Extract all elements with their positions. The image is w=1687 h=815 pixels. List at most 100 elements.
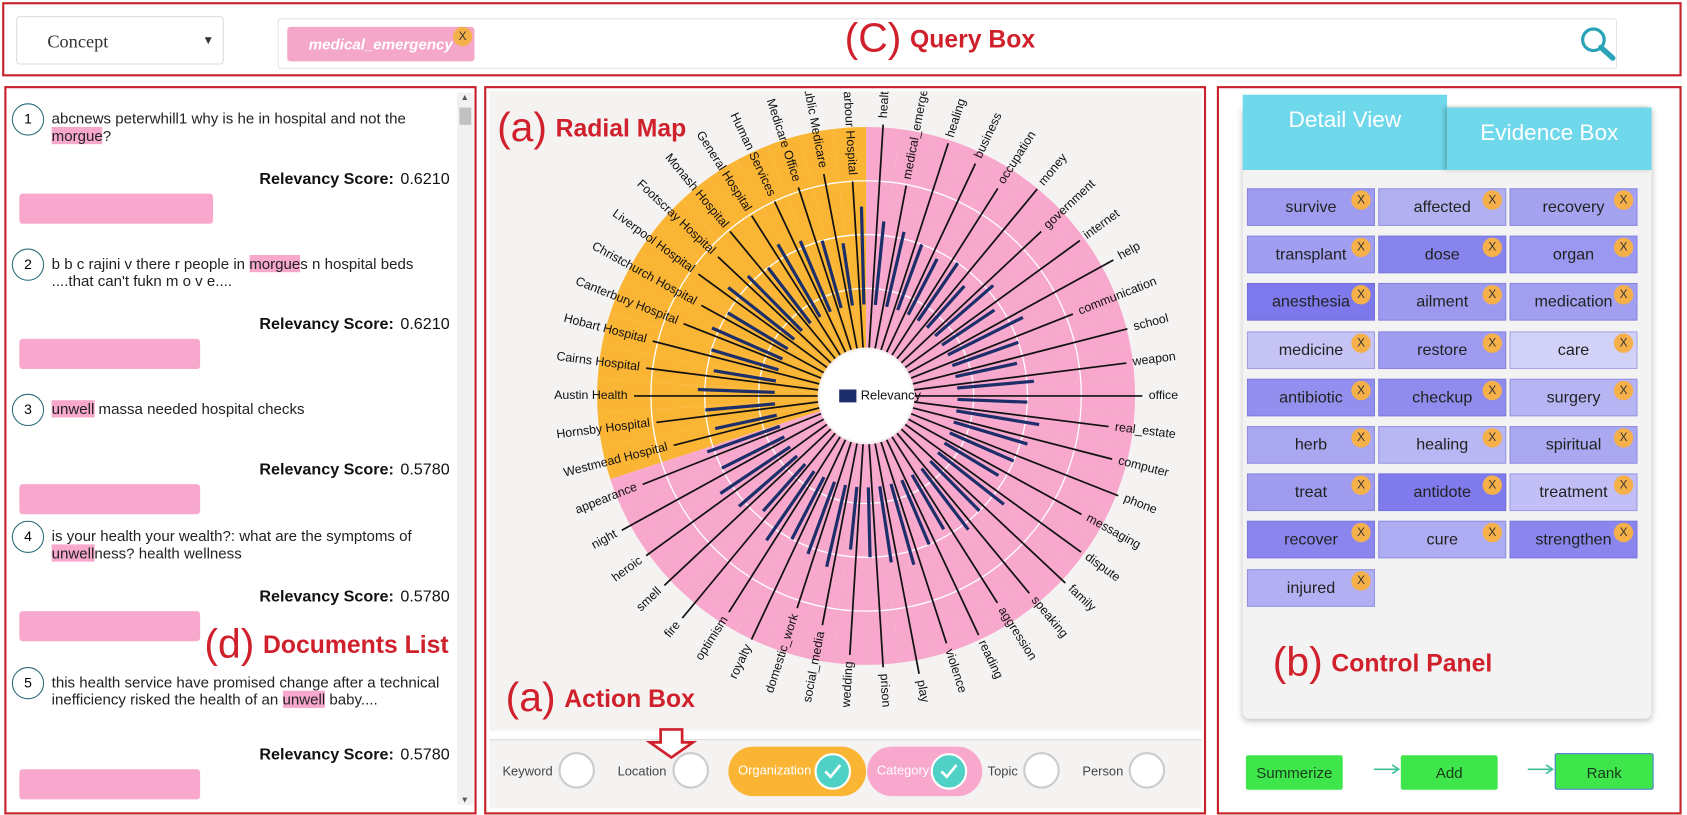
button[interactable]: Summerize xyxy=(1245,755,1343,790)
tag-close[interactable]: X xyxy=(1613,380,1634,401)
annotation-title: Documents List xyxy=(263,630,449,659)
doc-bar[interactable] xyxy=(19,769,201,800)
tag-close[interactable]: X xyxy=(1613,523,1634,543)
toggle-circle[interactable] xyxy=(672,752,710,789)
tag-close[interactable]: X xyxy=(1613,190,1634,210)
tag[interactable]: transplant X xyxy=(1246,235,1376,274)
tag-close[interactable]: X xyxy=(1482,380,1502,401)
tag-close[interactable]: X xyxy=(1351,523,1371,543)
doc-bar[interactable] xyxy=(19,338,201,370)
tag-close[interactable]: X xyxy=(1613,285,1634,305)
tag[interactable]: herb X xyxy=(1246,426,1376,464)
tag-close[interactable]: X xyxy=(1482,237,1502,258)
concept-dropdown[interactable]: Concept ▼ xyxy=(16,16,224,65)
tag-close[interactable]: X xyxy=(1351,475,1371,496)
relevancy-bar xyxy=(957,397,1028,404)
tag[interactable]: dose X xyxy=(1378,235,1507,274)
tag-close[interactable]: X xyxy=(1482,523,1502,543)
tab-evidence-box[interactable]: Evidence Box xyxy=(1447,107,1652,170)
tag[interactable]: treatment X xyxy=(1509,473,1638,512)
doc-text-after: ? xyxy=(102,126,112,145)
button[interactable]: Rank xyxy=(1554,753,1654,790)
scrollbar[interactable]: ▲ ▼ xyxy=(457,92,474,805)
button[interactable]: Add xyxy=(1400,755,1498,790)
sector xyxy=(622,251,826,376)
doc-bar[interactable] xyxy=(19,193,214,224)
search-icon[interactable] xyxy=(1579,26,1618,63)
doc-bar[interactable] xyxy=(19,611,201,642)
relevancy-bar xyxy=(705,402,776,412)
tag-close[interactable]: X xyxy=(1351,380,1371,401)
tag-close[interactable]: X xyxy=(1613,428,1634,448)
annotation-letter: (d) xyxy=(204,621,255,668)
tag-close[interactable]: X xyxy=(1351,237,1371,258)
tag-close[interactable]: X xyxy=(1482,475,1502,496)
tag[interactable]: treat X xyxy=(1246,473,1376,512)
relevancy-bar xyxy=(859,206,866,305)
tag[interactable]: strengthen X xyxy=(1509,521,1638,559)
doc-text: unwell massa needed hospital checks xyxy=(51,400,450,417)
sector xyxy=(909,410,1122,511)
doc-bar[interactable] xyxy=(19,484,201,515)
tag[interactable]: recovery X xyxy=(1509,188,1638,226)
tag[interactable]: injured X xyxy=(1246,568,1376,607)
tag[interactable]: ailment X xyxy=(1378,283,1507,322)
tag-close[interactable]: X xyxy=(1351,285,1371,305)
spoke-label: computer xyxy=(1117,453,1170,479)
tag[interactable]: survive X xyxy=(1246,188,1376,226)
spoke-label: night xyxy=(589,526,620,551)
toggle-pill[interactable]: Category xyxy=(867,746,983,797)
tag-close[interactable]: X xyxy=(1351,190,1371,210)
tag-close[interactable]: X xyxy=(1482,428,1502,448)
tag[interactable]: affected X xyxy=(1378,188,1507,226)
tag[interactable]: restore X xyxy=(1378,330,1507,369)
tag-close[interactable]: X xyxy=(1351,333,1371,353)
tag-close[interactable]: X xyxy=(1613,475,1634,496)
spoke xyxy=(900,230,1042,364)
tag-close[interactable]: X xyxy=(1482,190,1502,210)
query-tag[interactable]: medical_emergency X xyxy=(287,26,475,62)
tag[interactable]: cure X xyxy=(1378,521,1507,559)
tag-close[interactable]: X xyxy=(1613,237,1634,258)
toggle-pill[interactable]: Organization xyxy=(728,746,867,797)
relevancy-bar xyxy=(878,486,893,563)
search-bar[interactable] xyxy=(277,18,1618,69)
tag-close[interactable]: X xyxy=(1482,333,1502,353)
doc-text: abcnews peterwhill1 why is he in hospita… xyxy=(51,110,450,145)
relevancy-bar xyxy=(825,484,848,568)
tag[interactable]: care X xyxy=(1509,330,1638,369)
relevancy-bar xyxy=(721,435,786,470)
spoke-label: optimism xyxy=(692,613,730,662)
spoke xyxy=(750,439,847,640)
toggle-circle[interactable] xyxy=(1023,752,1060,789)
toggle-circle[interactable] xyxy=(1128,752,1166,789)
tag[interactable]: checkup X xyxy=(1378,378,1507,417)
tag[interactable]: antidote X xyxy=(1378,473,1507,512)
tab-detail-view[interactable]: Detail View xyxy=(1242,94,1448,170)
tag[interactable]: spiritual X xyxy=(1509,426,1638,464)
tag-close[interactable]: X xyxy=(1351,428,1371,448)
spoke-label: office xyxy=(1149,388,1178,402)
toggle-circle[interactable] xyxy=(558,752,595,789)
tag-close[interactable]: X xyxy=(1351,570,1371,591)
tag[interactable]: recover X xyxy=(1246,521,1376,559)
tag[interactable]: antibiotic X xyxy=(1246,378,1376,417)
spoke-label: heroic xyxy=(609,553,644,584)
tag-close[interactable]: X xyxy=(452,26,473,47)
tag[interactable]: anesthesia X xyxy=(1246,283,1376,322)
tag-close[interactable]: X xyxy=(1613,333,1634,353)
tag-close[interactable]: X xyxy=(1482,285,1502,305)
toggle-row: Keyword Location Organization Category Topic… xyxy=(490,740,1202,807)
control-annotation: (b) Control Panel xyxy=(1273,640,1492,686)
relevancy-bar xyxy=(949,431,1015,463)
tag-text: cure xyxy=(1426,530,1458,550)
relevancy-bar xyxy=(866,487,872,558)
tag[interactable]: organ X xyxy=(1509,235,1638,274)
spoke xyxy=(880,441,948,644)
spoke xyxy=(885,439,980,636)
tag-text: recovery xyxy=(1542,197,1605,217)
tag[interactable]: healing X xyxy=(1378,426,1507,464)
tag[interactable]: medicine X xyxy=(1246,330,1376,369)
tag[interactable]: surgery X xyxy=(1509,378,1638,417)
tag[interactable]: medication X xyxy=(1509,283,1638,322)
